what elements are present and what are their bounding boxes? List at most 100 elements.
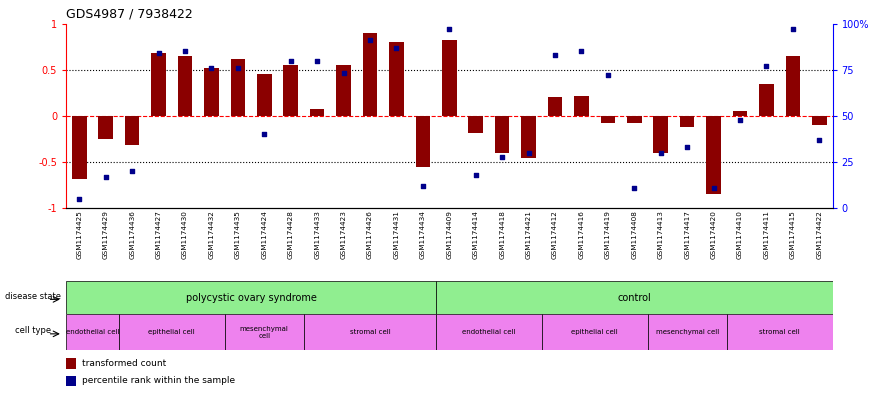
Text: control: control [618, 293, 651, 303]
Bar [436, 281, 833, 314]
Text: stromal cell: stromal cell [350, 329, 390, 335]
Bar [225, 314, 304, 350]
Bar [522, 116, 536, 158]
Point [495, 153, 509, 160]
Bar [66, 376, 76, 386]
Point [363, 37, 377, 43]
Text: GSM1174420: GSM1174420 [711, 211, 716, 259]
Text: GSM1174427: GSM1174427 [156, 211, 161, 259]
Point [574, 48, 589, 55]
Point [99, 174, 113, 180]
Text: epithelial cell: epithelial cell [571, 329, 618, 335]
Bar [310, 108, 324, 116]
Point [231, 65, 245, 71]
Text: GSM1174409: GSM1174409 [447, 211, 452, 259]
Bar [66, 358, 76, 369]
Text: GSM1174411: GSM1174411 [764, 211, 769, 259]
Text: GSM1174432: GSM1174432 [209, 211, 214, 259]
Point [812, 137, 826, 143]
Bar [648, 314, 727, 350]
Bar [389, 42, 403, 116]
Text: GSM1174430: GSM1174430 [182, 211, 188, 259]
Text: GSM1174408: GSM1174408 [632, 211, 637, 259]
Point [548, 52, 562, 58]
Bar [469, 116, 483, 132]
Point [522, 150, 536, 156]
Point [601, 72, 615, 79]
Bar [495, 116, 509, 153]
Text: GSM1174413: GSM1174413 [658, 211, 663, 259]
Point [654, 150, 668, 156]
Text: GSM1174431: GSM1174431 [394, 211, 399, 259]
Text: GSM1174414: GSM1174414 [473, 211, 478, 259]
Text: GSM1174418: GSM1174418 [500, 211, 505, 259]
Point [310, 57, 324, 64]
Text: GSM1174433: GSM1174433 [315, 211, 320, 259]
Text: GSM1174412: GSM1174412 [552, 211, 558, 259]
Bar [152, 53, 166, 116]
Point [680, 144, 694, 151]
Point [627, 185, 641, 191]
Bar [601, 116, 615, 123]
Bar [363, 33, 377, 116]
Bar [548, 97, 562, 116]
Text: GSM1174417: GSM1174417 [685, 211, 690, 259]
Bar [231, 59, 245, 116]
Bar [436, 314, 542, 350]
Bar [680, 116, 694, 127]
Point [178, 48, 192, 55]
Text: GSM1174428: GSM1174428 [288, 211, 293, 259]
Bar [119, 314, 225, 350]
Bar [627, 116, 641, 123]
Text: mesenchymal
cell: mesenchymal cell [240, 325, 289, 339]
Point [284, 57, 298, 64]
Text: endothelial cell: endothelial cell [463, 329, 515, 335]
Bar [733, 111, 747, 116]
Point [416, 183, 430, 189]
Text: stromal cell: stromal cell [759, 329, 800, 335]
Text: GSM1174436: GSM1174436 [130, 211, 135, 259]
Bar [442, 40, 456, 116]
Bar [574, 95, 589, 116]
Text: mesenchymal cell: mesenchymal cell [655, 329, 719, 335]
Text: GSM1174415: GSM1174415 [790, 211, 796, 259]
Bar [66, 314, 119, 350]
Text: epithelial cell: epithelial cell [148, 329, 196, 335]
Point [442, 26, 456, 32]
Point [759, 63, 774, 69]
Text: GSM1174421: GSM1174421 [526, 211, 531, 259]
Bar [72, 116, 86, 179]
Bar [337, 65, 351, 116]
Bar [284, 65, 298, 116]
Text: GDS4987 / 7938422: GDS4987 / 7938422 [66, 7, 193, 20]
Bar [257, 74, 271, 116]
Text: transformed count: transformed count [82, 359, 167, 368]
Bar [542, 314, 648, 350]
Point [733, 116, 747, 123]
Text: polycystic ovary syndrome: polycystic ovary syndrome [186, 293, 316, 303]
Text: GSM1174416: GSM1174416 [579, 211, 584, 259]
Point [125, 168, 139, 174]
Text: GSM1174423: GSM1174423 [341, 211, 346, 259]
Text: GSM1174435: GSM1174435 [235, 211, 241, 259]
Text: GSM1174434: GSM1174434 [420, 211, 426, 259]
Bar [786, 56, 800, 116]
Point [204, 65, 218, 71]
Text: disease state: disease state [5, 292, 61, 301]
Point [152, 50, 166, 56]
Bar [812, 116, 826, 125]
Text: GSM1174424: GSM1174424 [262, 211, 267, 259]
Point [707, 185, 721, 191]
Bar [125, 116, 139, 145]
Point [337, 70, 351, 77]
Text: cell type: cell type [15, 326, 51, 335]
Point [72, 196, 86, 202]
Bar [178, 56, 192, 116]
Bar [66, 281, 436, 314]
Point [469, 172, 483, 178]
Bar [727, 314, 833, 350]
Text: GSM1174426: GSM1174426 [367, 211, 373, 259]
Text: GSM1174419: GSM1174419 [605, 211, 611, 259]
Text: GSM1174410: GSM1174410 [737, 211, 743, 259]
Bar [707, 116, 721, 195]
